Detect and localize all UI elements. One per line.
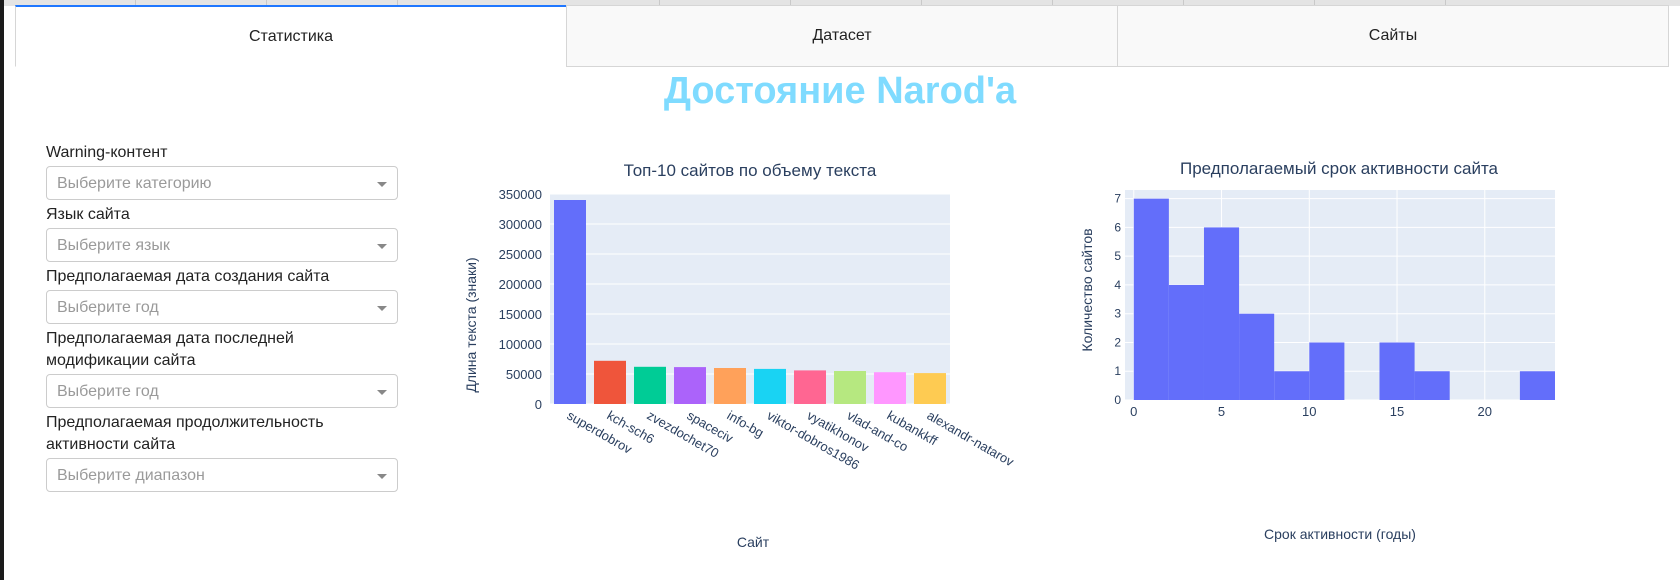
chevron-down-icon [377,244,387,249]
histogram-bar[interactable] [1133,198,1169,400]
top-sites-bar-chart: Топ-10 сайтов по объему текста 0 50000 100… [463,161,1017,550]
tab-dataset[interactable]: Датасет [566,5,1118,67]
y-tick-label: 1 [1114,364,1121,378]
y-tick-label: 5 [1114,249,1121,263]
y-tick-label: 0 [535,397,542,412]
bar-vyatikhonov[interactable] [794,370,826,404]
y-tick-label: 300000 [499,217,542,232]
histogram-bar[interactable] [1379,342,1415,400]
histogram-bar[interactable] [1168,284,1204,400]
bar-superdobrov[interactable] [554,200,586,404]
y-axis-label: Длина текста (знаки) [463,257,479,392]
chevron-down-icon [377,182,387,187]
y-tick-label: 350000 [499,187,542,202]
filter-label-language: Язык сайта [46,206,130,223]
y-tick-label: 150000 [499,307,542,322]
tab-sites[interactable]: Сайты [1117,5,1669,67]
select-placeholder: Выберите категорию [57,175,212,192]
x-tick-label: 0 [1130,404,1137,419]
x-tick-label: 15 [1390,404,1404,419]
chart-title: Предполагаемый срок активности сайта [1180,159,1499,178]
warning-content-select[interactable]: Выберите категорию [46,166,398,200]
tab-label: Датасет [812,27,872,44]
filter-label-modification-date: Предполагаемая дата последней модификаци… [46,330,294,369]
browser-tab-strip [4,0,1680,6]
y-tick-label: 3 [1114,307,1121,321]
select-placeholder: Выберите год [57,299,159,316]
bar-kch-sch6[interactable] [594,360,626,404]
y-tick-label: 2 [1114,335,1121,349]
histogram-bar[interactable] [1519,371,1555,400]
filters-panel: Warning-контент Выберите категорию Язык … [46,142,398,496]
y-tick-label: 6 [1114,220,1121,234]
chart-title: Топ-10 сайтов по объему текста [624,161,877,180]
filter-label-warning: Warning-контент [46,144,168,161]
activity-histogram: Предполагаемый срок активности сайта 0 1 2… [1079,159,1555,542]
select-placeholder: Выберите диапазон [57,467,205,484]
histogram-bar[interactable] [1414,371,1450,400]
filter-label-creation-date: Предполагаемая дата создания сайта [46,268,330,285]
language-select[interactable]: Выберите язык [46,228,398,262]
tab-statistics[interactable]: Статистика [15,5,567,67]
tab-label: Сайты [1368,27,1418,44]
chevron-down-icon [377,474,387,479]
bar-spaceciv[interactable] [674,367,706,404]
x-axis-label: Сайт [737,534,770,550]
bar-vlad-and-co[interactable] [834,371,866,404]
filter-label-activity-duration: Предполагаемая продолжительность активно… [46,414,324,453]
histogram-bar[interactable] [1239,313,1275,400]
tab-bar: Статистика Датасет Сайты [15,5,1669,68]
activity-range-select[interactable]: Выберите диапазон [46,458,398,492]
x-tick-label: 20 [1478,404,1492,419]
chevron-down-icon [377,390,387,395]
y-tick-label: 7 [1114,192,1121,206]
bar-zvezdochet70[interactable] [634,366,666,404]
select-placeholder: Выберите год [57,383,159,400]
y-tick-label: 0 [1114,393,1121,407]
x-tick-label: alexandr-natarov [925,408,1017,470]
x-tick-label: 10 [1302,404,1316,419]
y-axis-label: Количество сайтов [1079,228,1095,351]
y-tick-label: 100000 [499,337,542,352]
histogram-bar[interactable] [1309,342,1345,400]
histogram-bar[interactable] [1203,227,1240,400]
x-axis-label: Срок активности (годы) [1264,526,1416,542]
chevron-down-icon [377,306,387,311]
bar-alexandr-natarov[interactable] [914,373,946,404]
tab-label: Статистика [248,27,334,45]
y-tick-label: 250000 [499,247,542,262]
window-edge [0,0,4,580]
bar-info-bg[interactable] [714,368,746,404]
y-tick-label: 4 [1114,278,1121,292]
histogram-bar[interactable] [1274,371,1310,400]
y-tick-label: 50000 [506,367,542,382]
page-title: Достояние Narod'a [663,70,1017,112]
bar-kubankkff[interactable] [874,372,906,404]
bar-viktor-dobros1986[interactable] [754,368,786,404]
modification-year-select[interactable]: Выберите год [46,374,398,408]
creation-year-select[interactable]: Выберите год [46,290,398,324]
x-tick-label: 5 [1218,404,1225,419]
select-placeholder: Выберите язык [57,237,170,254]
y-tick-label: 200000 [499,277,542,292]
